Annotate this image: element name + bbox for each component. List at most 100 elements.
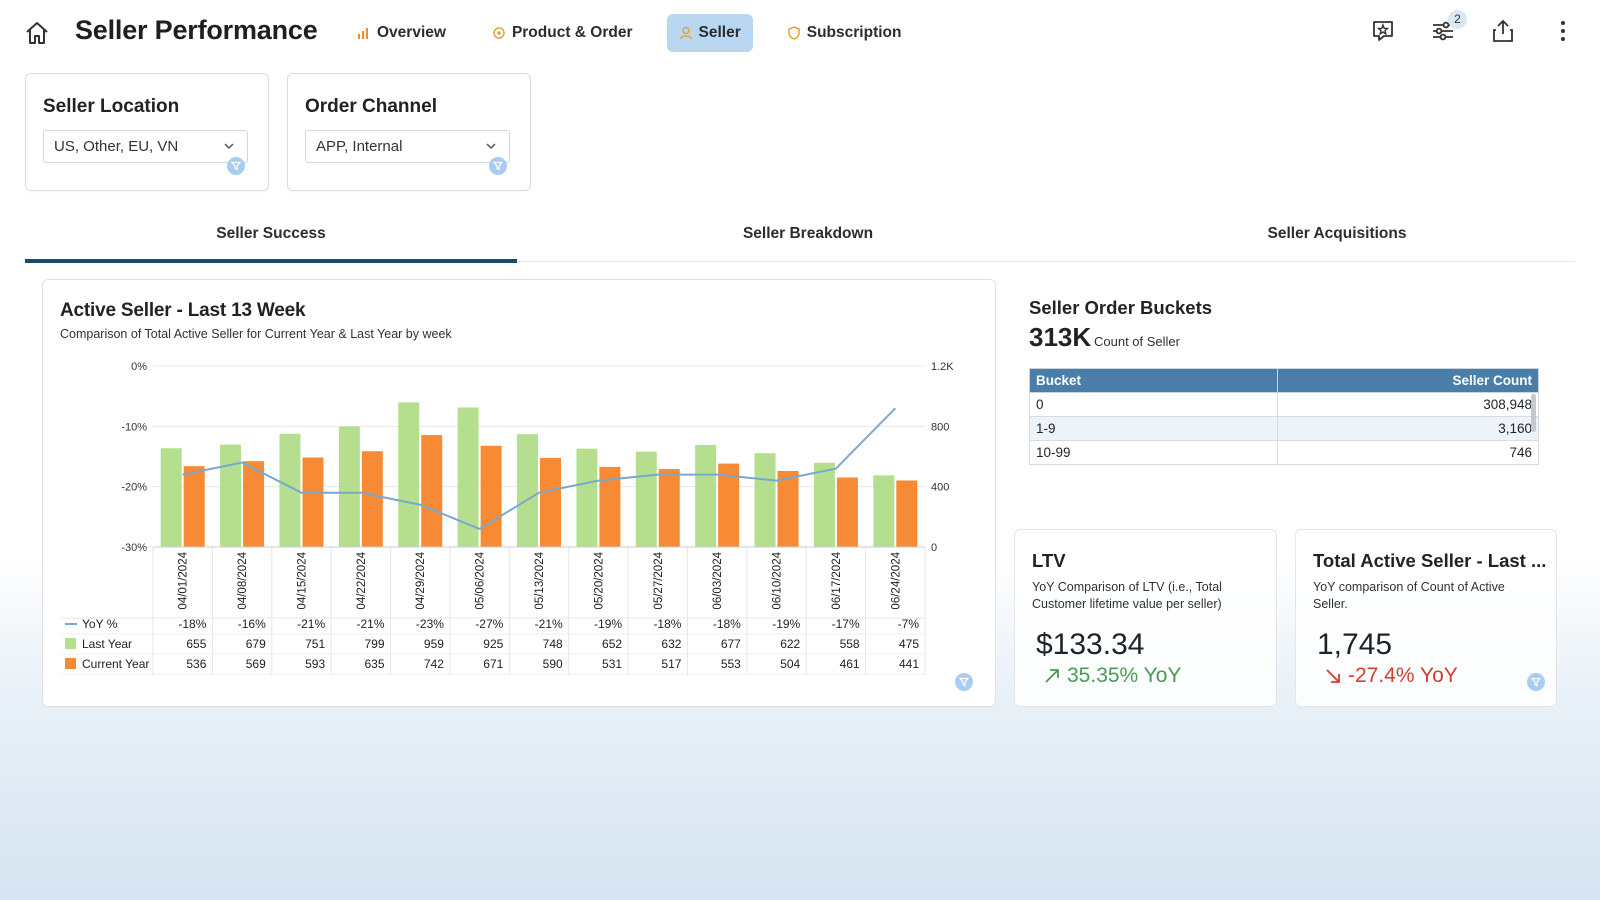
tab-seller-success[interactable]: Seller Success: [25, 214, 517, 263]
bar-current-year: [599, 466, 621, 547]
x-tick-label: 04/01/2024: [178, 551, 190, 609]
column-header-bucket[interactable]: Bucket: [1029, 368, 1278, 393]
nav-label: Seller: [698, 24, 741, 41]
table-value: 632: [661, 637, 681, 651]
seller-location-filter: Seller Location US, Other, EU, VN: [25, 73, 269, 191]
legend-series-name: Last Year: [82, 637, 132, 651]
bar-current-year: [777, 470, 799, 547]
ltv-delta: 35.35% YoY: [1043, 664, 1181, 688]
active-seller-chart-card: Active Seller - Last 13 Week Comparison …: [42, 279, 996, 707]
x-tick-label: 06/10/2024: [772, 551, 784, 609]
bucket-cell: 10-99: [1029, 440, 1278, 465]
seller-location-dropdown[interactable]: US, Other, EU, VN: [43, 130, 248, 163]
x-tick-label: 05/27/2024: [653, 551, 665, 609]
table-value: -23%: [416, 617, 444, 631]
table-scrollbar[interactable]: [1531, 394, 1536, 432]
table-value: 677: [721, 637, 741, 651]
x-tick-label: 04/15/2024: [296, 551, 308, 609]
table-row[interactable]: 0 308,948: [1029, 392, 1539, 417]
table-value: 504: [780, 657, 800, 671]
y-right-tick-label: 0: [931, 542, 937, 554]
order-channel-dropdown[interactable]: APP, Internal: [305, 130, 510, 163]
tag-icon: [493, 27, 505, 39]
badge-icon: [788, 26, 800, 40]
y-left-tick-label: -10%: [121, 421, 147, 433]
seller-order-buckets-table: Bucket Seller Count 0 308,948 1-9 3,160 …: [1029, 368, 1539, 465]
order-channel-filter: Order Channel APP, Internal: [287, 73, 531, 191]
filter-funnel-icon[interactable]: [489, 157, 507, 175]
bar-last-year: [873, 475, 895, 547]
table-value: 593: [305, 657, 325, 671]
table-value: -19%: [594, 617, 622, 631]
ltv-value: $133.34: [1036, 628, 1145, 661]
table-value: 590: [543, 657, 563, 671]
legend-swatch: [65, 638, 76, 649]
table-value: 531: [602, 657, 622, 671]
bar-current-year: [896, 480, 918, 547]
seller-count-cell: 3,160: [1277, 416, 1539, 441]
person-icon: [679, 26, 692, 40]
legend-series-name: YoY %: [82, 617, 118, 631]
table-header-row: Bucket Seller Count: [1029, 368, 1539, 393]
table-value: -18%: [653, 617, 681, 631]
table-value: 655: [186, 637, 206, 651]
table-value: 925: [483, 637, 503, 651]
ltv-card: LTV YoY Comparison of LTV (i.e., Total C…: [1014, 529, 1277, 707]
description-line: Seller.: [1313, 597, 1348, 611]
buckets-title: Seller Order Buckets: [1029, 297, 1213, 318]
table-value: -18%: [178, 617, 206, 631]
bar-last-year: [754, 453, 776, 547]
total-active-seller-card: Total Active Seller - Last ... YoY compa…: [1295, 529, 1557, 707]
y-right-tick-label: 800: [931, 421, 949, 433]
filter-sliders-icon[interactable]: 2: [1430, 10, 1467, 44]
dropdown-value: APP, Internal: [316, 138, 403, 155]
bar-last-year: [695, 444, 717, 547]
bar-current-year: [361, 451, 383, 547]
nav-seller[interactable]: Seller: [666, 14, 753, 52]
y-right-tick-label: 1.2K: [931, 361, 954, 373]
toolbar: 2: [1370, 10, 1576, 44]
bar-last-year: [457, 407, 479, 547]
more-options-icon[interactable]: [1550, 18, 1576, 44]
x-tick-label: 06/24/2024: [890, 551, 902, 609]
delta-text: 35.35% YoY: [1067, 664, 1182, 687]
home-icon[interactable]: [24, 20, 50, 46]
y-left-tick-label: -30%: [121, 542, 147, 554]
table-value: 635: [365, 657, 385, 671]
buckets-kpi-value: 313K: [1029, 322, 1092, 352]
description-line: YoY comparison of Count of Active: [1313, 580, 1505, 594]
table-value: 742: [424, 657, 444, 671]
total-active-delta: -27.4% YoY: [1324, 664, 1458, 688]
filter-count-badge: 2: [1448, 10, 1467, 29]
nav-subscription[interactable]: Subscription: [775, 14, 914, 52]
filter-title: Seller Location: [43, 96, 180, 117]
insights-icon[interactable]: [1370, 18, 1396, 44]
tab-seller-breakdown[interactable]: Seller Breakdown: [742, 225, 874, 242]
table-row[interactable]: 1-9 3,160: [1029, 416, 1539, 441]
table-value: -7%: [898, 617, 920, 631]
ltv-description: YoY Comparison of LTV (i.e., Total Custo…: [1032, 579, 1222, 613]
table-value: -27%: [475, 617, 503, 631]
x-tick-label: 05/06/2024: [475, 551, 487, 609]
chart-subtitle: Comparison of Total Active Seller for Cu…: [60, 327, 452, 341]
description-line: YoY Comparison of LTV (i.e., Total: [1032, 580, 1222, 594]
table-row[interactable]: 10-99 746: [1029, 440, 1539, 465]
arrow-up-right-icon: [1045, 669, 1059, 683]
nav-product-order[interactable]: Product & Order: [480, 14, 645, 52]
card-filter-funnel-icon[interactable]: [1527, 673, 1545, 691]
ltv-title: LTV: [1032, 550, 1066, 571]
bar-last-year: [517, 434, 538, 547]
tab-seller-acquisitions[interactable]: Seller Acquisitions: [1267, 225, 1407, 242]
share-icon[interactable]: [1490, 18, 1516, 44]
bar-last-year: [220, 444, 242, 547]
x-tick-label: 05/20/2024: [593, 551, 605, 609]
nav-overview[interactable]: Overview: [345, 14, 458, 52]
column-header-seller-count[interactable]: Seller Count: [1277, 368, 1539, 393]
y-left-tick-label: -20%: [121, 482, 147, 494]
filter-funnel-icon[interactable]: [227, 157, 245, 175]
yoy-line: [182, 407, 897, 531]
chart-filter-funnel-icon[interactable]: [955, 673, 973, 691]
table-value: 622: [780, 637, 800, 651]
table-value: 569: [246, 657, 266, 671]
bar-current-year: [718, 463, 740, 547]
